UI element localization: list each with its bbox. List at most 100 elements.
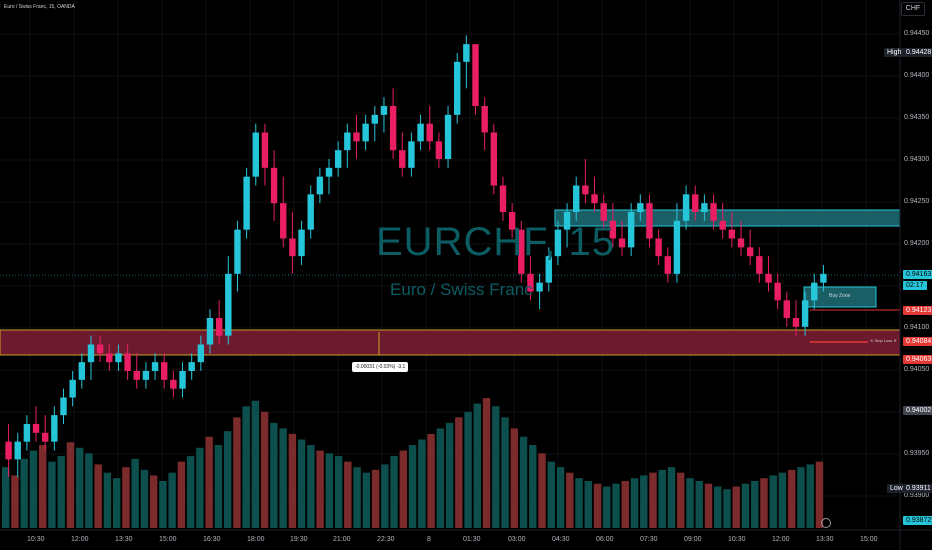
- candle-body: [811, 282, 818, 301]
- candle-body: [710, 203, 717, 221]
- volume-bar: [436, 428, 445, 528]
- high-price-tag: 0.94428: [903, 48, 932, 57]
- volume-bar: [464, 411, 472, 528]
- candle-body: [673, 220, 681, 274]
- volume-bar: [2, 467, 10, 528]
- volume-bar: [48, 461, 56, 528]
- volume-bar: [85, 453, 93, 528]
- volume-price-tag: 0.93872: [903, 516, 932, 525]
- stop-loss-label[interactable]: ✕ Stop Loss ✕: [870, 338, 897, 343]
- volume-bar: [455, 417, 463, 528]
- volume-bar: [353, 467, 361, 528]
- volume-bar: [11, 475, 19, 528]
- stop-loss-text: Stop Loss: [874, 338, 893, 343]
- candle-body: [701, 203, 708, 212]
- candle-body: [463, 44, 470, 62]
- currency-button[interactable]: CHF: [901, 2, 925, 16]
- low-label: Low: [887, 484, 906, 493]
- crosshair-price-tag: 0.94002: [903, 406, 932, 415]
- candle-body: [179, 371, 186, 389]
- volume-bar: [630, 478, 639, 528]
- candle-body: [151, 362, 159, 371]
- current-price-tag: 0.94163: [903, 270, 932, 279]
- candle-body: [69, 379, 76, 398]
- candle-body: [316, 176, 324, 195]
- buy-zone-label[interactable]: Buy Zone: [829, 293, 851, 299]
- candle-body: [197, 344, 205, 363]
- time-tick: 8: [427, 536, 431, 543]
- volume-bar: [223, 431, 232, 528]
- candle-body: [215, 318, 223, 336]
- candle-body: [96, 344, 104, 354]
- candle-body: [801, 300, 809, 327]
- candle-body: [41, 432, 49, 442]
- candle-body: [51, 415, 58, 442]
- volume-bar: [695, 480, 703, 528]
- candle-body: [87, 344, 95, 363]
- volume-bar: [714, 486, 722, 528]
- candle-body: [188, 362, 195, 371]
- scroll-to-realtime-button[interactable]: [821, 518, 831, 528]
- candle-body: [124, 353, 131, 371]
- time-tick: 15:00: [860, 536, 878, 543]
- candle-body: [243, 176, 250, 230]
- price-tick: 0.94400: [904, 72, 930, 79]
- price-tick: 0.93900: [904, 492, 930, 499]
- volume-bar: [704, 483, 713, 528]
- candle-body: [106, 353, 113, 363]
- time-tick: 06:00: [596, 536, 614, 543]
- candle-body: [719, 220, 726, 230]
- time-tick: 10:30: [728, 536, 746, 543]
- time-tick: 16:30: [203, 536, 221, 543]
- volume-bar: [677, 472, 685, 528]
- time-tick: 21:00: [333, 536, 351, 543]
- candle-body: [426, 123, 433, 142]
- volume-bar: [603, 486, 611, 528]
- volume-bar: [418, 439, 426, 528]
- candle-body: [161, 362, 168, 380]
- volume-bar: [510, 428, 518, 528]
- time-tick: 10:30: [27, 536, 45, 543]
- candle-body: [600, 203, 607, 221]
- candle-body: [334, 150, 342, 168]
- volume-bar: [797, 467, 805, 528]
- candle-body: [646, 203, 653, 239]
- time-tick: 13:30: [816, 536, 834, 543]
- candle-body: [774, 282, 781, 301]
- candle-body: [618, 238, 626, 248]
- candle-body: [23, 424, 31, 442]
- zone-bottom-tag: 0.94063: [903, 355, 932, 364]
- volume-bar: [316, 450, 324, 528]
- volume-bar: [103, 472, 112, 528]
- volume-bar: [473, 403, 482, 528]
- candle-body: [408, 141, 415, 168]
- candle-body: [344, 132, 351, 151]
- volume-bar: [751, 480, 759, 528]
- candle-body: [170, 379, 177, 389]
- candle-body: [554, 229, 562, 257]
- price-tick: 0.94350: [904, 114, 930, 121]
- candle-body: [545, 256, 552, 283]
- volume-bar: [732, 486, 740, 528]
- symbol-title[interactable]: Euro / Swiss Franc, 15, OANDA: [4, 4, 75, 10]
- candle-body: [627, 212, 635, 248]
- volume-bar: [233, 417, 241, 528]
- candle-body: [380, 106, 388, 115]
- candle-body: [32, 424, 40, 433]
- volume-bar: [131, 458, 139, 528]
- volume-bar: [501, 417, 509, 528]
- volume-bar: [38, 445, 47, 528]
- candle-body: [142, 371, 150, 380]
- candle-body: [444, 114, 452, 159]
- volume-bar: [288, 433, 297, 528]
- volume-bar: [112, 478, 121, 528]
- candle-body: [280, 203, 287, 239]
- measure-tooltip: -0.00031 (-0.03%) -3.1: [352, 362, 409, 372]
- volume-bar: [279, 428, 287, 528]
- volume-bar: [57, 456, 65, 528]
- volume-bar: [649, 472, 657, 528]
- candle-body: [746, 247, 754, 257]
- volume-bar: [399, 450, 408, 528]
- volume-bar: [566, 472, 574, 528]
